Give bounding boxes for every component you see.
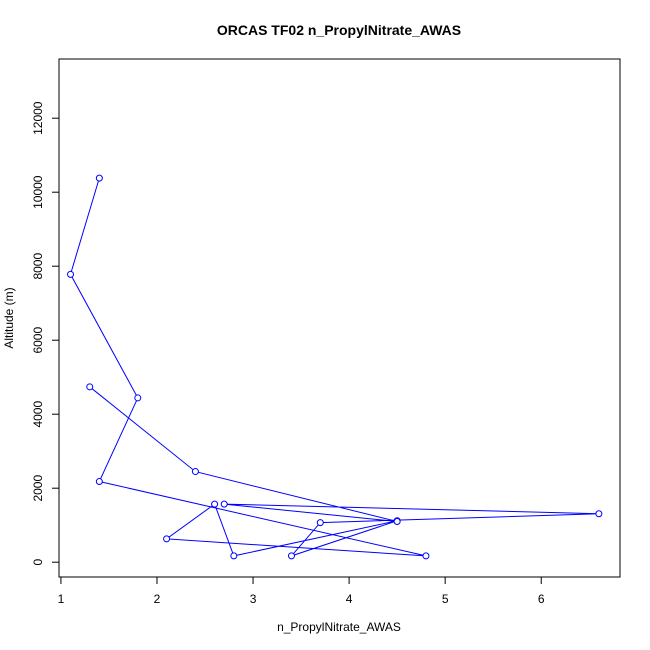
series-layer [67,174,603,560]
y-axis: 0 2000 4000 6000 8000 10000 12000 [31,101,60,566]
y-tick-label: 12000 [31,101,45,135]
data-point [230,552,238,560]
data-point [86,383,94,391]
chart-title: ORCAS TF02 n_PropylNitrate_AWAS [217,22,461,38]
data-point [163,535,171,543]
data-point [220,500,228,508]
x-tick-label: 6 [538,592,545,606]
x-axis-label: n_PropylNitrate_AWAS [277,620,401,634]
y-tick-label: 8000 [31,253,45,280]
plot-area [58,58,621,578]
data-point [287,552,295,560]
data-point [211,500,219,508]
x-tick-label: 4 [346,592,353,606]
x-tick-label: 3 [250,592,257,606]
series-line [69,177,599,557]
data-point [393,518,401,525]
data-point [67,270,75,278]
x-axis: 1 2 3 4 5 6 [58,576,545,606]
y-tick-label: 0 [31,559,45,566]
data-point [134,394,142,402]
x-tick-label: 1 [58,592,65,606]
y-tick-label: 10000 [31,175,45,209]
data-point [595,510,603,518]
data-point [316,519,324,527]
data-point [95,478,103,486]
data-point [191,468,199,476]
data-point [95,174,103,182]
y-axis-label: Altitude (m) [2,287,16,348]
y-tick-label: 6000 [31,327,45,354]
y-tick-label: 4000 [31,401,45,428]
x-tick-label: 2 [154,592,161,606]
y-tick-label: 2000 [31,475,45,502]
x-tick-label: 5 [442,592,449,606]
data-point [422,552,430,560]
